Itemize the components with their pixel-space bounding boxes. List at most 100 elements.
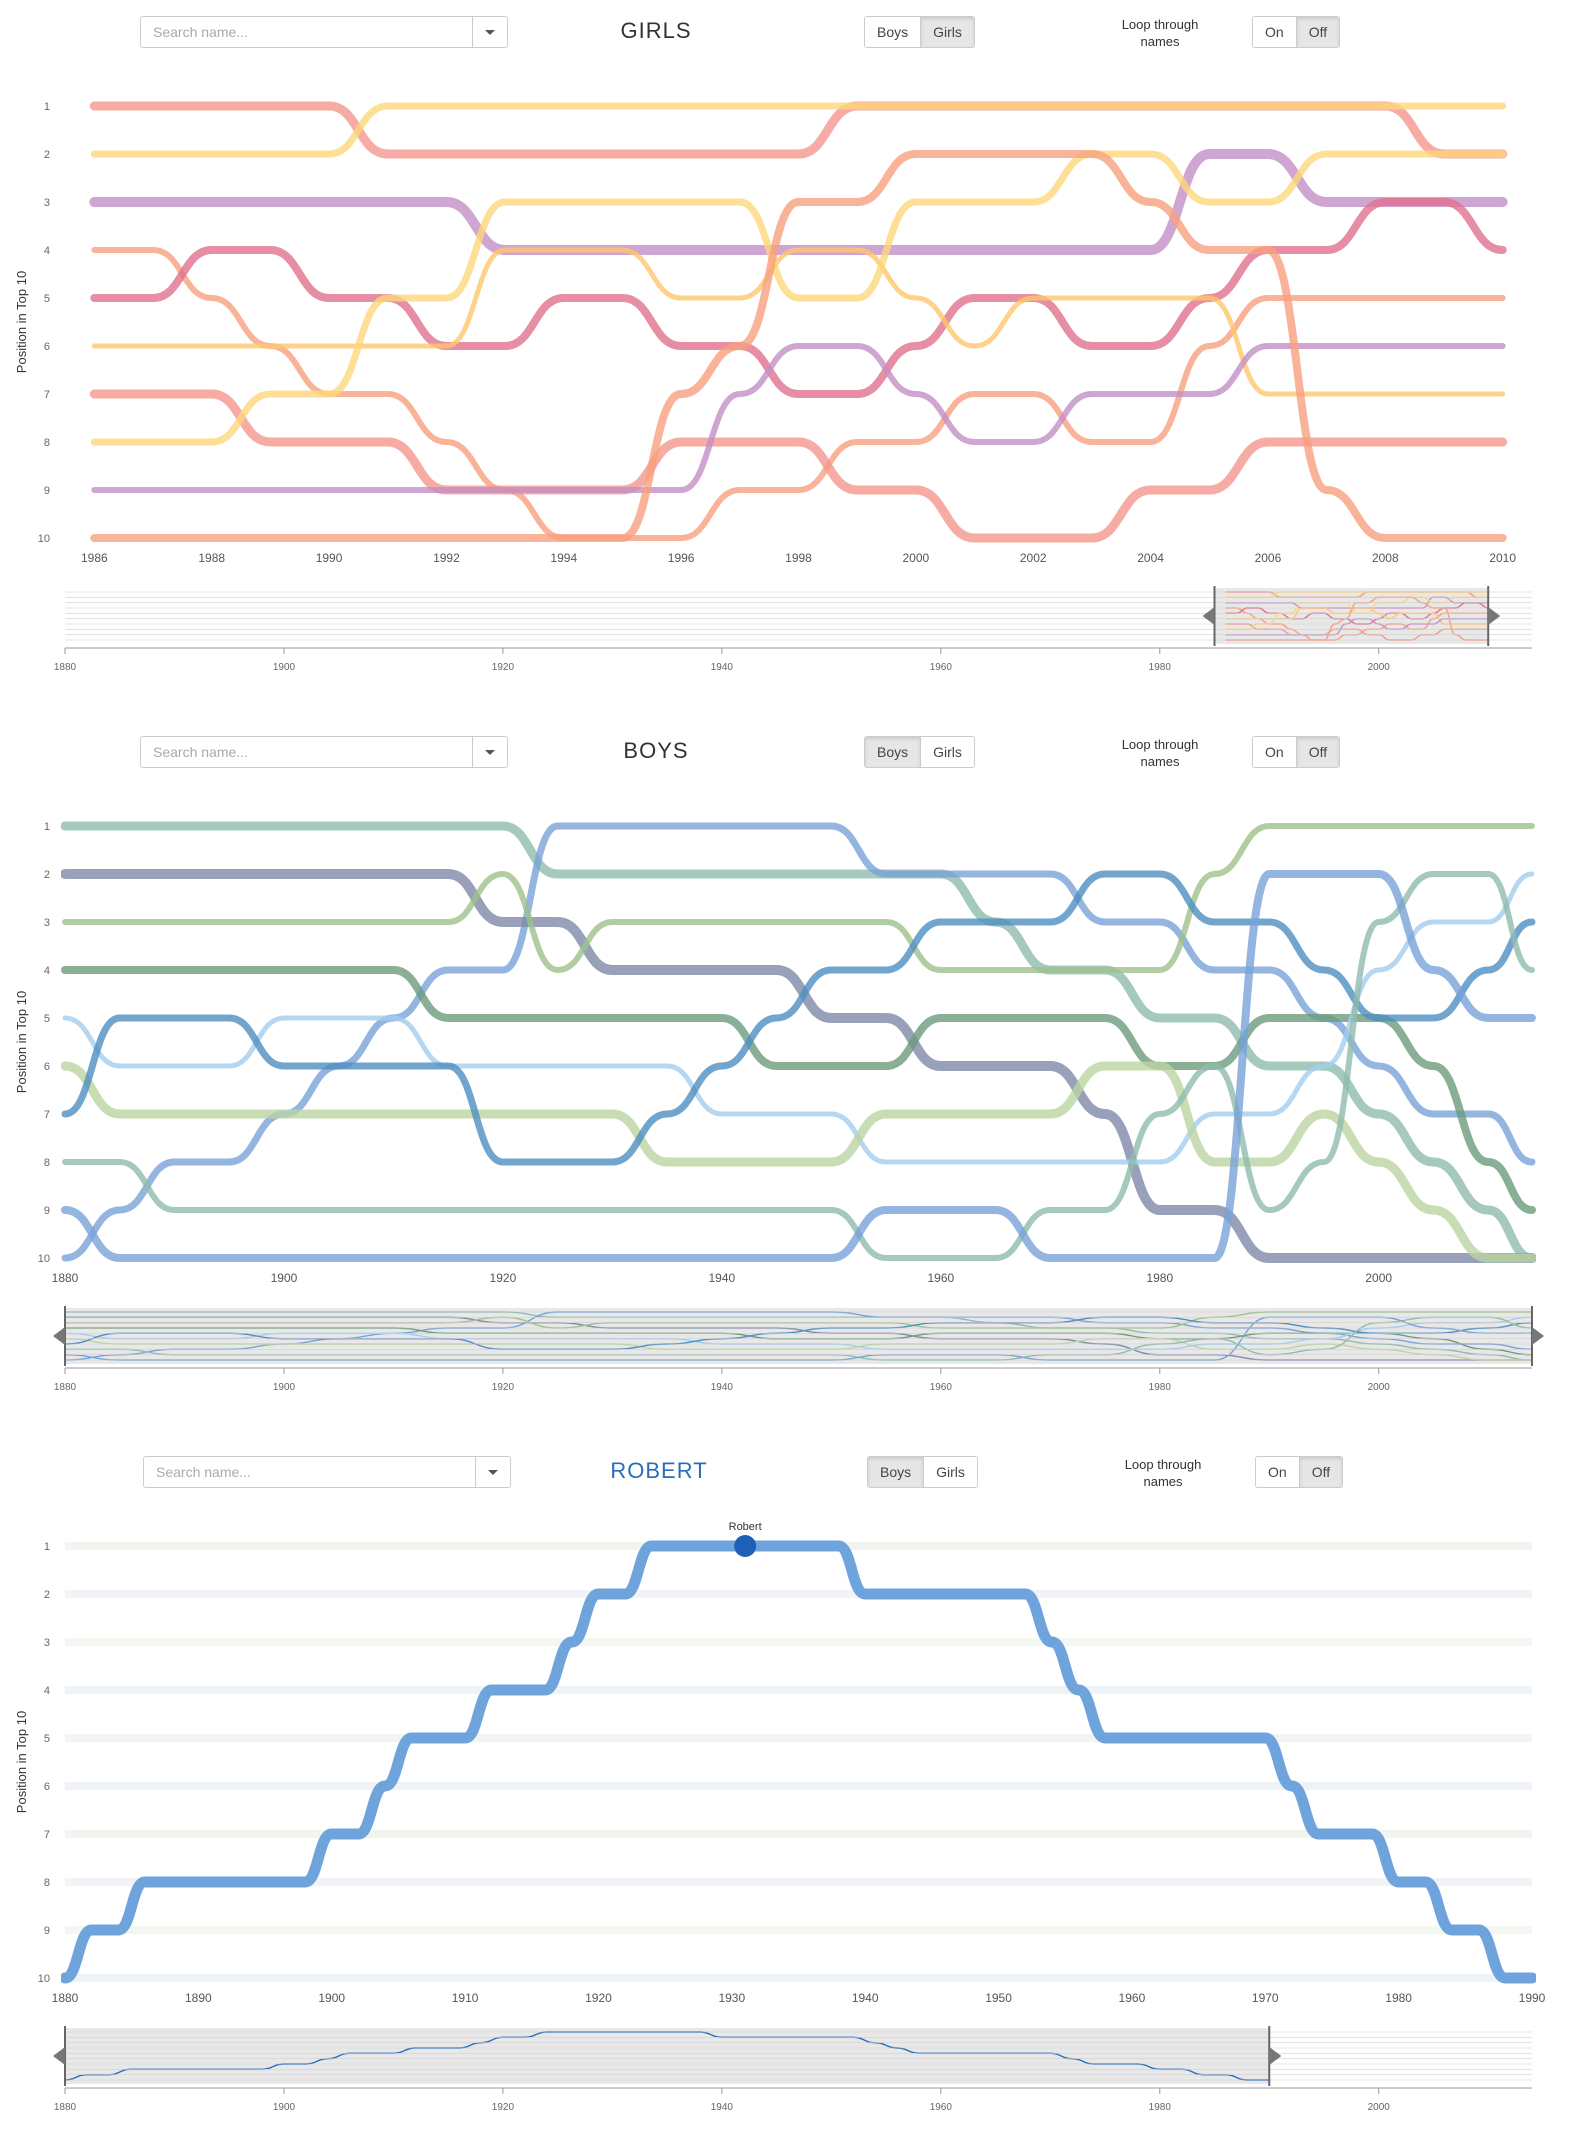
brush-tick-label: 1880 — [54, 1382, 77, 1393]
series-line[interactable] — [61, 870, 1536, 1166]
series-line[interactable] — [90, 102, 1507, 158]
gender-toggle: Boys Girls — [867, 1456, 978, 1488]
loop-label-line1: Loop through — [1121, 737, 1199, 752]
series-line[interactable] — [91, 247, 1506, 397]
x-tick-label: 1960 — [1119, 1991, 1146, 2005]
series-line[interactable] — [62, 871, 1535, 1165]
girls-button[interactable]: Girls — [920, 737, 974, 767]
series-line[interactable] — [62, 823, 1535, 974]
brush-tick-label: 1920 — [492, 2102, 515, 2113]
highlight-point[interactable] — [734, 1535, 757, 1557]
y-tick-label: 9 — [44, 1925, 50, 1937]
brush-left-handle-icon[interactable] — [53, 2047, 65, 2065]
highlighted-series-line[interactable] — [61, 1540, 1536, 1984]
loop-off-button[interactable]: Off — [1295, 737, 1340, 767]
search-dropdown[interactable] — [140, 16, 508, 48]
caret-down-icon — [485, 29, 495, 35]
loop-off-button[interactable]: Off — [1298, 1457, 1343, 1487]
y-tick-label: 9 — [44, 485, 50, 497]
brush-selection[interactable] — [1214, 588, 1489, 644]
girls-button[interactable]: Girls — [920, 17, 974, 47]
y-tick-label: 7 — [44, 389, 50, 401]
y-tick-label: 6 — [44, 1781, 50, 1793]
brush-left-handle-icon[interactable] — [53, 1327, 65, 1345]
x-tick-label: 1920 — [490, 1271, 517, 1285]
y-tick-label: 2 — [44, 1589, 50, 1601]
brush-tick-label: 1900 — [273, 2102, 296, 2113]
series-line[interactable] — [90, 150, 1507, 446]
brush-tick-label: 2000 — [1368, 662, 1391, 673]
series-line[interactable] — [61, 870, 1536, 1262]
boys-panel: BOYS Boys Girls Loop through names On Of… — [0, 720, 1576, 1400]
loop-on-button[interactable]: On — [1253, 737, 1296, 767]
series-line[interactable] — [91, 343, 1506, 493]
brush-tick-label: 1980 — [1149, 662, 1172, 673]
y-tick-label: 10 — [38, 1973, 50, 1985]
x-tick-label: 2000 — [1365, 1271, 1392, 1285]
series-line[interactable] — [61, 869, 1536, 1263]
x-tick-label: 1940 — [852, 1991, 879, 2005]
series-group — [89, 101, 1508, 543]
dropdown-toggle[interactable] — [472, 737, 507, 767]
search-input[interactable] — [144, 1457, 464, 1487]
x-tick-label: 1890 — [185, 1991, 212, 2005]
x-tick-label: 1900 — [318, 1991, 345, 2005]
series-line[interactable] — [61, 966, 1536, 1214]
y-tick-label: 2 — [44, 869, 50, 881]
x-tick-label: 2010 — [1489, 551, 1516, 565]
loop-on-button[interactable]: On — [1253, 17, 1296, 47]
series-line[interactable] — [90, 150, 1507, 542]
y-tick-label: 7 — [44, 1109, 50, 1121]
y-axis-label: Position in Top 10 — [14, 1711, 29, 1813]
brush-left-handle-icon[interactable] — [1202, 607, 1215, 625]
loop-toggle: On Off — [1252, 16, 1341, 48]
brush-right-handle-icon[interactable] — [1269, 2047, 1282, 2065]
loop-label-line1: Loop through — [1124, 1457, 1202, 1472]
girls-bump-chart[interactable]: Position in Top 10 1 2 3 4 5 6 7 8 9 10 1986 1988 199… — [0, 80, 1576, 680]
x-tick-label: 1980 — [1385, 1991, 1412, 2005]
series-line[interactable] — [62, 871, 1535, 1261]
loop-on-button[interactable]: On — [1256, 1457, 1299, 1487]
x-tick-label: 1980 — [1146, 1271, 1173, 1285]
dropdown-toggle[interactable] — [472, 17, 507, 47]
series-line[interactable] — [89, 101, 1508, 159]
dropdown-toggle[interactable] — [475, 1457, 510, 1487]
x-tick-label: 1990 — [316, 551, 343, 565]
loop-off-button[interactable]: Off — [1295, 17, 1340, 47]
loop-label-line1: Loop through — [1121, 17, 1199, 32]
y-axis-label: Position in Top 10 — [14, 271, 29, 373]
search-input[interactable] — [141, 737, 461, 767]
x-tick-label: 1970 — [1252, 1991, 1279, 2005]
brush-tick-label: 1980 — [1149, 2102, 1172, 2113]
brush-selection[interactable] — [65, 1308, 1532, 1364]
robert-bump-chart[interactable]: Position in Top 10 1 2 3 4 5 6 7 8 9 10 Robert 1880 1… — [0, 1520, 1576, 2130]
series-group — [61, 1540, 1536, 1984]
y-tick-label: 1 — [44, 821, 50, 833]
y-tick-label: 4 — [44, 965, 50, 977]
loop-toggle: On Off — [1255, 1456, 1344, 1488]
series-line[interactable] — [61, 821, 1536, 1263]
brush-tick-label: 1960 — [930, 1382, 953, 1393]
x-tick-label: 2000 — [903, 551, 930, 565]
brush-selection[interactable] — [65, 2028, 1270, 2084]
series-line[interactable] — [89, 389, 1508, 543]
x-tick-label: 1992 — [433, 551, 460, 565]
search-input[interactable] — [141, 17, 461, 47]
brush-right-handle-icon[interactable] — [1488, 607, 1501, 625]
y-axis-label: Position in Top 10 — [14, 991, 29, 1093]
boys-button[interactable]: Boys — [865, 17, 921, 47]
series-line[interactable] — [61, 822, 1536, 1262]
girls-button[interactable]: Girls — [923, 1457, 977, 1487]
series-line[interactable] — [61, 1061, 1536, 1263]
y-tick-label: 1 — [44, 1541, 50, 1553]
search-dropdown[interactable] — [143, 1456, 511, 1488]
search-dropdown[interactable] — [140, 736, 508, 768]
brush-tick-label: 2000 — [1368, 2102, 1391, 2113]
boys-button[interactable]: Boys — [868, 1457, 924, 1487]
boys-button[interactable]: Boys — [865, 737, 921, 767]
y-tick-label: 6 — [44, 1061, 50, 1073]
robert-panel: ROBERT Boys Girls Loop through names On … — [0, 1440, 1576, 2130]
y-tick-label: 4 — [44, 1685, 50, 1697]
brush-right-handle-icon[interactable] — [1532, 1327, 1544, 1345]
